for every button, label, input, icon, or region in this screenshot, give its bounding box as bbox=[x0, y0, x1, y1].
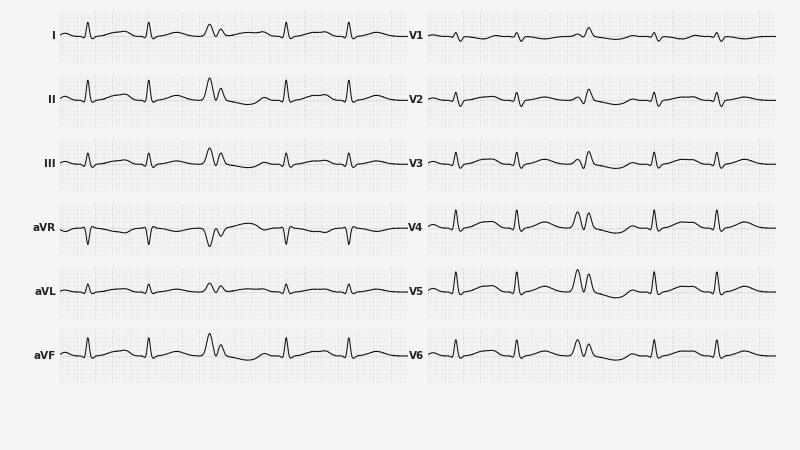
Text: II: II bbox=[48, 95, 56, 105]
Text: V1: V1 bbox=[409, 32, 424, 41]
Text: V5: V5 bbox=[409, 287, 424, 297]
Text: V2: V2 bbox=[409, 95, 424, 105]
Text: aVL: aVL bbox=[34, 287, 56, 297]
Text: aVR: aVR bbox=[33, 223, 56, 233]
Text: V6: V6 bbox=[409, 351, 424, 361]
Text: III: III bbox=[44, 159, 56, 169]
Text: I: I bbox=[52, 32, 56, 41]
Text: aVF: aVF bbox=[34, 351, 56, 361]
Text: V3: V3 bbox=[409, 159, 424, 169]
Text: V4: V4 bbox=[409, 223, 424, 233]
